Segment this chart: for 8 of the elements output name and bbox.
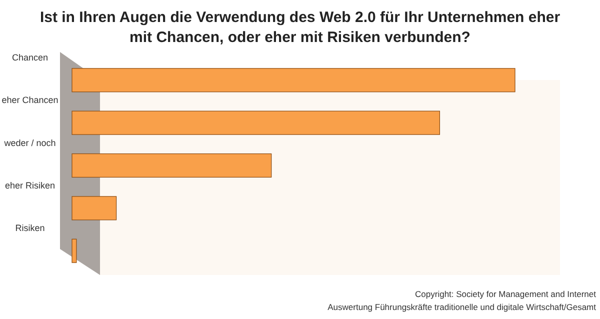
y-tick-label: eher Chancen [2,95,58,106]
y-tick-label: Chancen [12,52,48,62]
y-tick-label: weder / noch [3,138,56,148]
y-tick-label: Risiken [15,223,45,234]
text: Copyright: Society for Management and Internet [415,289,597,299]
chart-title: Ist in Ihren Augen die Verwendung des Web 2.0 für Ihr Unternehmen eher mit Chancen, oder eher mit Risiken verbunden? [40,9,560,46]
text: Auswertung Führungskräfte traditionelle und digitale Wirtschaft/Gesamt [328,302,597,312]
y-tick-label: eher Risiken [4,180,56,190]
